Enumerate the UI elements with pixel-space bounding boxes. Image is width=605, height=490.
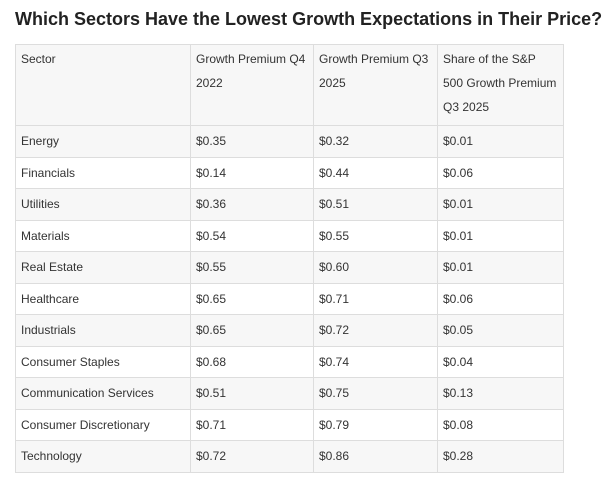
table-row: Materials $0.54 $0.55 $0.01 — [15, 219, 564, 252]
cell-premium-q3-2025: $0.32 — [313, 125, 438, 158]
cell-sector: Technology — [15, 440, 191, 473]
cell-sector: Materials — [15, 219, 191, 252]
cell-sector: Industrials — [15, 314, 191, 347]
cell-premium-q4-2022: $0.65 — [190, 282, 314, 315]
page-title: Which Sectors Have the Lowest Growth Exp… — [15, 9, 603, 29]
cell-premium-q3-2025: $0.55 — [313, 219, 438, 252]
table-row: Utilities $0.36 $0.51 $0.01 — [15, 188, 564, 221]
cell-sector: Energy — [15, 125, 191, 158]
cell-share-q3-2025: $0.01 — [437, 125, 564, 158]
cell-sector: Financials — [15, 156, 191, 189]
column-header-premium-q3-2025: Growth Premium Q3 2025 — [313, 44, 438, 126]
cell-sector: Consumer Discretionary — [15, 408, 191, 441]
cell-premium-q4-2022: $0.68 — [190, 345, 314, 378]
cell-premium-q3-2025: $0.79 — [313, 408, 438, 441]
cell-premium-q3-2025: $0.60 — [313, 251, 438, 284]
cell-share-q3-2025: $0.01 — [437, 219, 564, 252]
cell-premium-q3-2025: $0.75 — [313, 377, 438, 410]
cell-premium-q3-2025: $0.51 — [313, 188, 438, 221]
cell-premium-q3-2025: $0.86 — [313, 440, 438, 473]
cell-share-q3-2025: $0.04 — [437, 345, 564, 378]
cell-premium-q3-2025: $0.71 — [313, 282, 438, 315]
cell-premium-q4-2022: $0.65 — [190, 314, 314, 347]
cell-share-q3-2025: $0.13 — [437, 377, 564, 410]
cell-premium-q4-2022: $0.55 — [190, 251, 314, 284]
cell-premium-q4-2022: $0.36 — [190, 188, 314, 221]
column-header-premium-q4-2022: Growth Premium Q4 2022 — [190, 44, 314, 126]
cell-premium-q3-2025: $0.72 — [313, 314, 438, 347]
table-row: Communication Services $0.51 $0.75 $0.13 — [15, 377, 564, 410]
cell-share-q3-2025: $0.06 — [437, 282, 564, 315]
table-row: Consumer Staples $0.68 $0.74 $0.04 — [15, 345, 564, 378]
table-row: Energy $0.35 $0.32 $0.01 — [15, 125, 564, 158]
cell-premium-q3-2025: $0.74 — [313, 345, 438, 378]
cell-sector: Communication Services — [15, 377, 191, 410]
sector-growth-table: Sector Growth Premium Q4 2022 Growth Pre… — [15, 44, 564, 473]
cell-share-q3-2025: $0.01 — [437, 251, 564, 284]
cell-premium-q4-2022: $0.71 — [190, 408, 314, 441]
cell-premium-q4-2022: $0.54 — [190, 219, 314, 252]
cell-premium-q3-2025: $0.44 — [313, 156, 438, 189]
cell-sector: Consumer Staples — [15, 345, 191, 378]
table-row: Healthcare $0.65 $0.71 $0.06 — [15, 282, 564, 315]
column-header-share-q3-2025: Share of the S&P 500 Growth Premium Q3 2… — [437, 44, 564, 126]
cell-share-q3-2025: $0.05 — [437, 314, 564, 347]
table-body: Energy $0.35 $0.32 $0.01 Financials $0.14 $0.4… — [15, 125, 564, 473]
cell-share-q3-2025: $0.08 — [437, 408, 564, 441]
cell-sector: Utilities — [15, 188, 191, 221]
cell-sector: Real Estate — [15, 251, 191, 284]
cell-share-q3-2025: $0.01 — [437, 188, 564, 221]
cell-share-q3-2025: $0.06 — [437, 156, 564, 189]
table-row: Technology $0.72 $0.86 $0.28 — [15, 440, 564, 473]
table-row: Industrials $0.65 $0.72 $0.05 — [15, 314, 564, 347]
table-row: Financials $0.14 $0.44 $0.06 — [15, 156, 564, 189]
table-header-row: Sector Growth Premium Q4 2022 Growth Pre… — [15, 44, 564, 126]
cell-premium-q4-2022: $0.72 — [190, 440, 314, 473]
column-header-sector: Sector — [15, 44, 191, 126]
table-row: Real Estate $0.55 $0.60 $0.01 — [15, 251, 564, 284]
cell-share-q3-2025: $0.28 — [437, 440, 564, 473]
cell-premium-q4-2022: $0.14 — [190, 156, 314, 189]
table-row: Consumer Discretionary $0.71 $0.79 $0.08 — [15, 408, 564, 441]
cell-premium-q4-2022: $0.35 — [190, 125, 314, 158]
cell-premium-q4-2022: $0.51 — [190, 377, 314, 410]
cell-sector: Healthcare — [15, 282, 191, 315]
